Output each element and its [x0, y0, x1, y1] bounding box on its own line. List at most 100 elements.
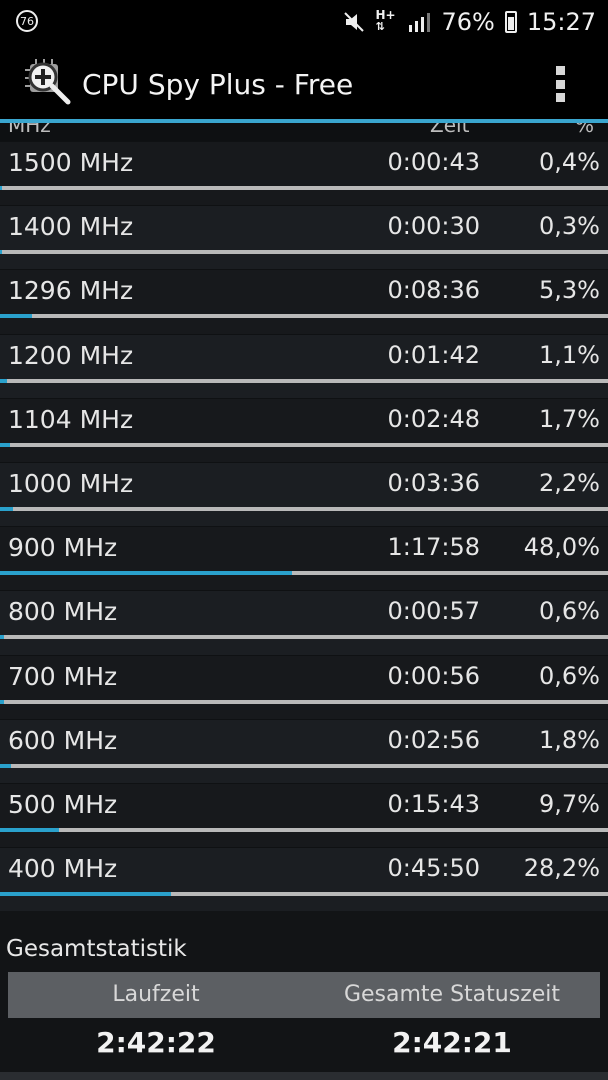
state-percent: 0,6%	[539, 597, 600, 626]
state-progress-bar	[0, 506, 608, 511]
status-icons: H+ ⇅ 76% 15:27	[343, 0, 596, 44]
cpu-state-row[interactable]: 600 MHz 0:02:56 1,8%	[0, 718, 608, 783]
section-title: Gesamtstatistik	[6, 936, 187, 962]
signal-icon	[409, 13, 431, 32]
state-progress-fill	[0, 699, 4, 704]
cpu-state-row[interactable]: 1000 MHz 0:03:36 2,2%	[0, 461, 608, 527]
state-frequency: 800 MHz	[8, 597, 118, 627]
state-percent: 28,2%	[523, 854, 600, 883]
state-progress-fill	[0, 571, 292, 576]
header-percent: %	[574, 123, 594, 137]
cpu-state-row[interactable]: 700 MHz 0:00:56 0,6%	[0, 654, 608, 719]
state-progress-fill	[0, 314, 33, 319]
state-frequency: 1400 MHz	[8, 212, 134, 242]
state-progress-fill	[0, 442, 11, 447]
state-percent: 9,7%	[539, 789, 600, 818]
state-time: 0:45:50	[387, 854, 480, 883]
state-frequency: 1104 MHz	[8, 404, 134, 434]
state-frequency: 1500 MHz	[8, 148, 134, 177]
state-time: 0:03:36	[387, 468, 480, 497]
state-time: 0:00:43	[387, 148, 480, 176]
total-state-time-value: 2:42:21	[392, 1026, 512, 1059]
cpu-state-list[interactable]: 1500 MHz 0:00:43 0,4% 1400 MHz 0:00:30 0,3% 12…	[0, 141, 608, 912]
cpu-state-row[interactable]: 1200 MHz 0:01:42 1,1%	[0, 333, 608, 398]
state-progress-fill	[0, 378, 7, 383]
state-frequency: 700 MHz	[8, 661, 118, 691]
state-frequency: 400 MHz	[8, 854, 118, 884]
cpu-state-row[interactable]: 500 MHz 0:15:43 9,7%	[0, 782, 608, 848]
state-frequency: 600 MHz	[8, 725, 118, 755]
summary-header: Laufzeit Gesamte Statuszeit	[8, 972, 600, 1018]
state-progress-bar	[0, 635, 608, 640]
state-frequency: 900 MHz	[8, 533, 118, 563]
state-percent: 0,4%	[539, 148, 600, 176]
state-progress-bar	[0, 250, 608, 255]
state-progress-fill	[0, 250, 2, 255]
header-frequency: MHz	[8, 123, 51, 137]
state-time: 1:17:58	[387, 533, 480, 562]
bottom-edge	[0, 1072, 608, 1080]
notification-count: 76	[16, 10, 38, 32]
cpu-state-row[interactable]: 800 MHz 0:00:57 0,6%	[0, 590, 608, 655]
state-frequency: 1296 MHz	[8, 276, 134, 306]
state-percent: 48,0%	[523, 533, 600, 562]
state-progress-fill	[0, 635, 4, 640]
hplus-network-icon: H+ ⇅	[375, 8, 396, 33]
state-progress-bar	[0, 699, 608, 704]
app-title: CPU Spy Plus - Free	[82, 68, 354, 101]
state-progress-fill	[0, 763, 11, 768]
state-time: 0:15:43	[387, 789, 480, 818]
header-time: Zeit	[430, 123, 470, 137]
mute-icon	[344, 12, 365, 32]
cpu-state-row[interactable]: 900 MHz 1:17:58 48,0%	[0, 526, 608, 591]
status-bar: 76 H+ ⇅ 76% 15:27	[0, 0, 608, 44]
uptime-value: 2:42:22	[96, 1026, 216, 1059]
state-time: 0:02:56	[387, 725, 480, 754]
cpu-state-row[interactable]: 1500 MHz 0:00:43 0,4%	[0, 141, 608, 206]
state-progress-bar	[0, 186, 608, 190]
summary-table: Laufzeit Gesamte Statuszeit 2:42:22 2:42…	[8, 972, 600, 1070]
clock: 15:27	[526, 8, 596, 36]
cpu-state-row[interactable]: 1296 MHz 0:08:36 5,3%	[0, 269, 608, 334]
state-time: 0:02:48	[387, 404, 480, 433]
state-frequency: 1200 MHz	[8, 340, 134, 370]
state-progress-bar	[0, 378, 608, 383]
cpu-magnifier-icon[interactable]	[24, 58, 72, 106]
state-percent: 1,8%	[539, 725, 600, 754]
accent-divider	[0, 119, 608, 123]
overflow-menu-icon[interactable]	[550, 64, 570, 104]
state-progress-fill	[0, 892, 172, 897]
state-progress-bar	[0, 892, 608, 897]
battery-icon	[504, 11, 517, 33]
state-percent: 1,7%	[539, 404, 600, 433]
state-progress-fill	[0, 827, 59, 832]
uptime-label: Laufzeit	[112, 982, 200, 1007]
state-percent: 5,3%	[539, 276, 600, 305]
list-header: MHz Zeit %	[0, 123, 608, 141]
state-time: 0:08:36	[387, 276, 480, 305]
summary-values: 2:42:22 2:42:21	[8, 1018, 600, 1068]
state-progress-fill	[0, 506, 14, 511]
state-time: 0:00:56	[387, 661, 480, 690]
state-time: 0:01:42	[387, 340, 480, 369]
state-progress-bar	[0, 314, 608, 319]
battery-percent: 76%	[441, 8, 495, 36]
cpu-state-row[interactable]: 1104 MHz 0:02:48 1,7%	[0, 397, 608, 462]
cpu-state-row[interactable]: 400 MHz 0:45:50 28,2%	[0, 847, 608, 912]
cpu-state-row[interactable]: 1400 MHz 0:00:30 0,3%	[0, 205, 608, 270]
app-bar	[0, 44, 608, 120]
state-progress-fill	[0, 186, 3, 190]
state-progress-bar	[0, 827, 608, 832]
state-frequency: 1000 MHz	[8, 468, 134, 498]
total-state-time-label: Gesamte Statuszeit	[343, 982, 561, 1007]
state-progress-bar	[0, 442, 608, 447]
state-progress-bar	[0, 571, 608, 576]
state-percent: 2,2%	[539, 468, 600, 497]
state-percent: 0,6%	[539, 661, 600, 690]
network-label: H+	[375, 8, 396, 22]
notification-badge-icon: 76	[14, 8, 40, 34]
state-time: 0:00:57	[387, 597, 480, 626]
state-percent: 0,3%	[539, 212, 600, 241]
state-time: 0:00:30	[387, 212, 480, 241]
state-percent: 1,1%	[539, 340, 600, 369]
